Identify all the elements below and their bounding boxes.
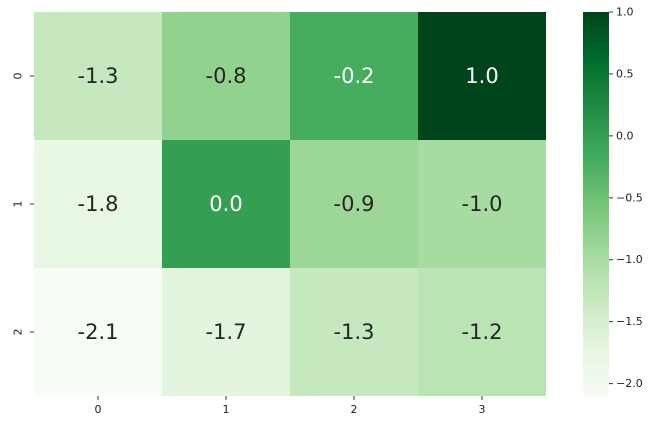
colorbar-tick-label: 1.0 bbox=[616, 6, 634, 19]
colorbar-tick-label: −1.5 bbox=[616, 315, 643, 328]
heatmap-cell-r1-c1 bbox=[162, 140, 290, 268]
cell-label-r0-c2: -0.2 bbox=[334, 64, 375, 88]
cell-label-r1-c2: -0.9 bbox=[334, 192, 375, 216]
colorbar-tick-label: −1.0 bbox=[616, 253, 643, 266]
x-tick-label: 1 bbox=[223, 403, 230, 416]
colorbar bbox=[583, 12, 609, 396]
cell-label-r0-c0: -1.3 bbox=[78, 64, 119, 88]
heatmap-cell-r0-c3 bbox=[418, 12, 546, 140]
y-axis-ticks: 0 1 2 bbox=[12, 73, 34, 336]
heatmap-cell-r2-c2 bbox=[290, 268, 418, 396]
cell-label-r2-c1: -1.7 bbox=[206, 320, 247, 344]
x-tick-label: 0 bbox=[95, 403, 102, 416]
cell-label-r2-c3: -1.2 bbox=[462, 320, 503, 344]
cell-label-r0-c3: 1.0 bbox=[465, 64, 498, 88]
heatmap-cell-r1-c3 bbox=[418, 140, 546, 268]
colorbar-tick-label: 0.5 bbox=[616, 67, 634, 80]
heatmap-cell-r0-c1 bbox=[162, 12, 290, 140]
y-tick-label: 0 bbox=[12, 73, 25, 80]
heatmap-cell-r2-c0 bbox=[34, 268, 162, 396]
x-tick-label: 2 bbox=[351, 403, 358, 416]
cell-label-r1-c3: -1.0 bbox=[462, 192, 503, 216]
cell-label-r1-c1: 0.0 bbox=[209, 192, 242, 216]
heatmap-cell-r2-c3 bbox=[418, 268, 546, 396]
colorbar-tick-label: −2.0 bbox=[616, 377, 643, 390]
y-tick-label: 1 bbox=[12, 201, 25, 208]
colorbar-tick-label: −0.5 bbox=[616, 191, 643, 204]
cell-label-r1-c0: -1.8 bbox=[78, 192, 119, 216]
cell-label-r2-c0: -2.1 bbox=[78, 320, 119, 344]
x-tick-label: 3 bbox=[479, 403, 486, 416]
heatmap-cell-r0-c0 bbox=[34, 12, 162, 140]
y-tick-label: 2 bbox=[12, 329, 25, 336]
x-axis-ticks: 0 1 2 3 bbox=[95, 396, 486, 416]
heatmap-cell-r1-c0 bbox=[34, 140, 162, 268]
cell-label-r2-c2: -1.3 bbox=[334, 320, 375, 344]
colorbar-tick-label: 0.0 bbox=[616, 129, 634, 142]
heatmap-cell-r0-c2 bbox=[290, 12, 418, 140]
heatmap-cell-r2-c1 bbox=[162, 268, 290, 396]
colorbar-ticks: 1.0 0.5 0.0 −0.5 −1.0 −1.5 −2.0 bbox=[609, 6, 643, 390]
heatmap-cell-r1-c2 bbox=[290, 140, 418, 268]
cell-label-r0-c1: -0.8 bbox=[206, 64, 247, 88]
heatmap-cells: -1.3 -0.8 -0.2 1.0 -1.8 0.0 -0.9 -1.0 -2.1 -1.7 -1… bbox=[34, 12, 546, 396]
colorbar-gradient bbox=[583, 12, 609, 396]
